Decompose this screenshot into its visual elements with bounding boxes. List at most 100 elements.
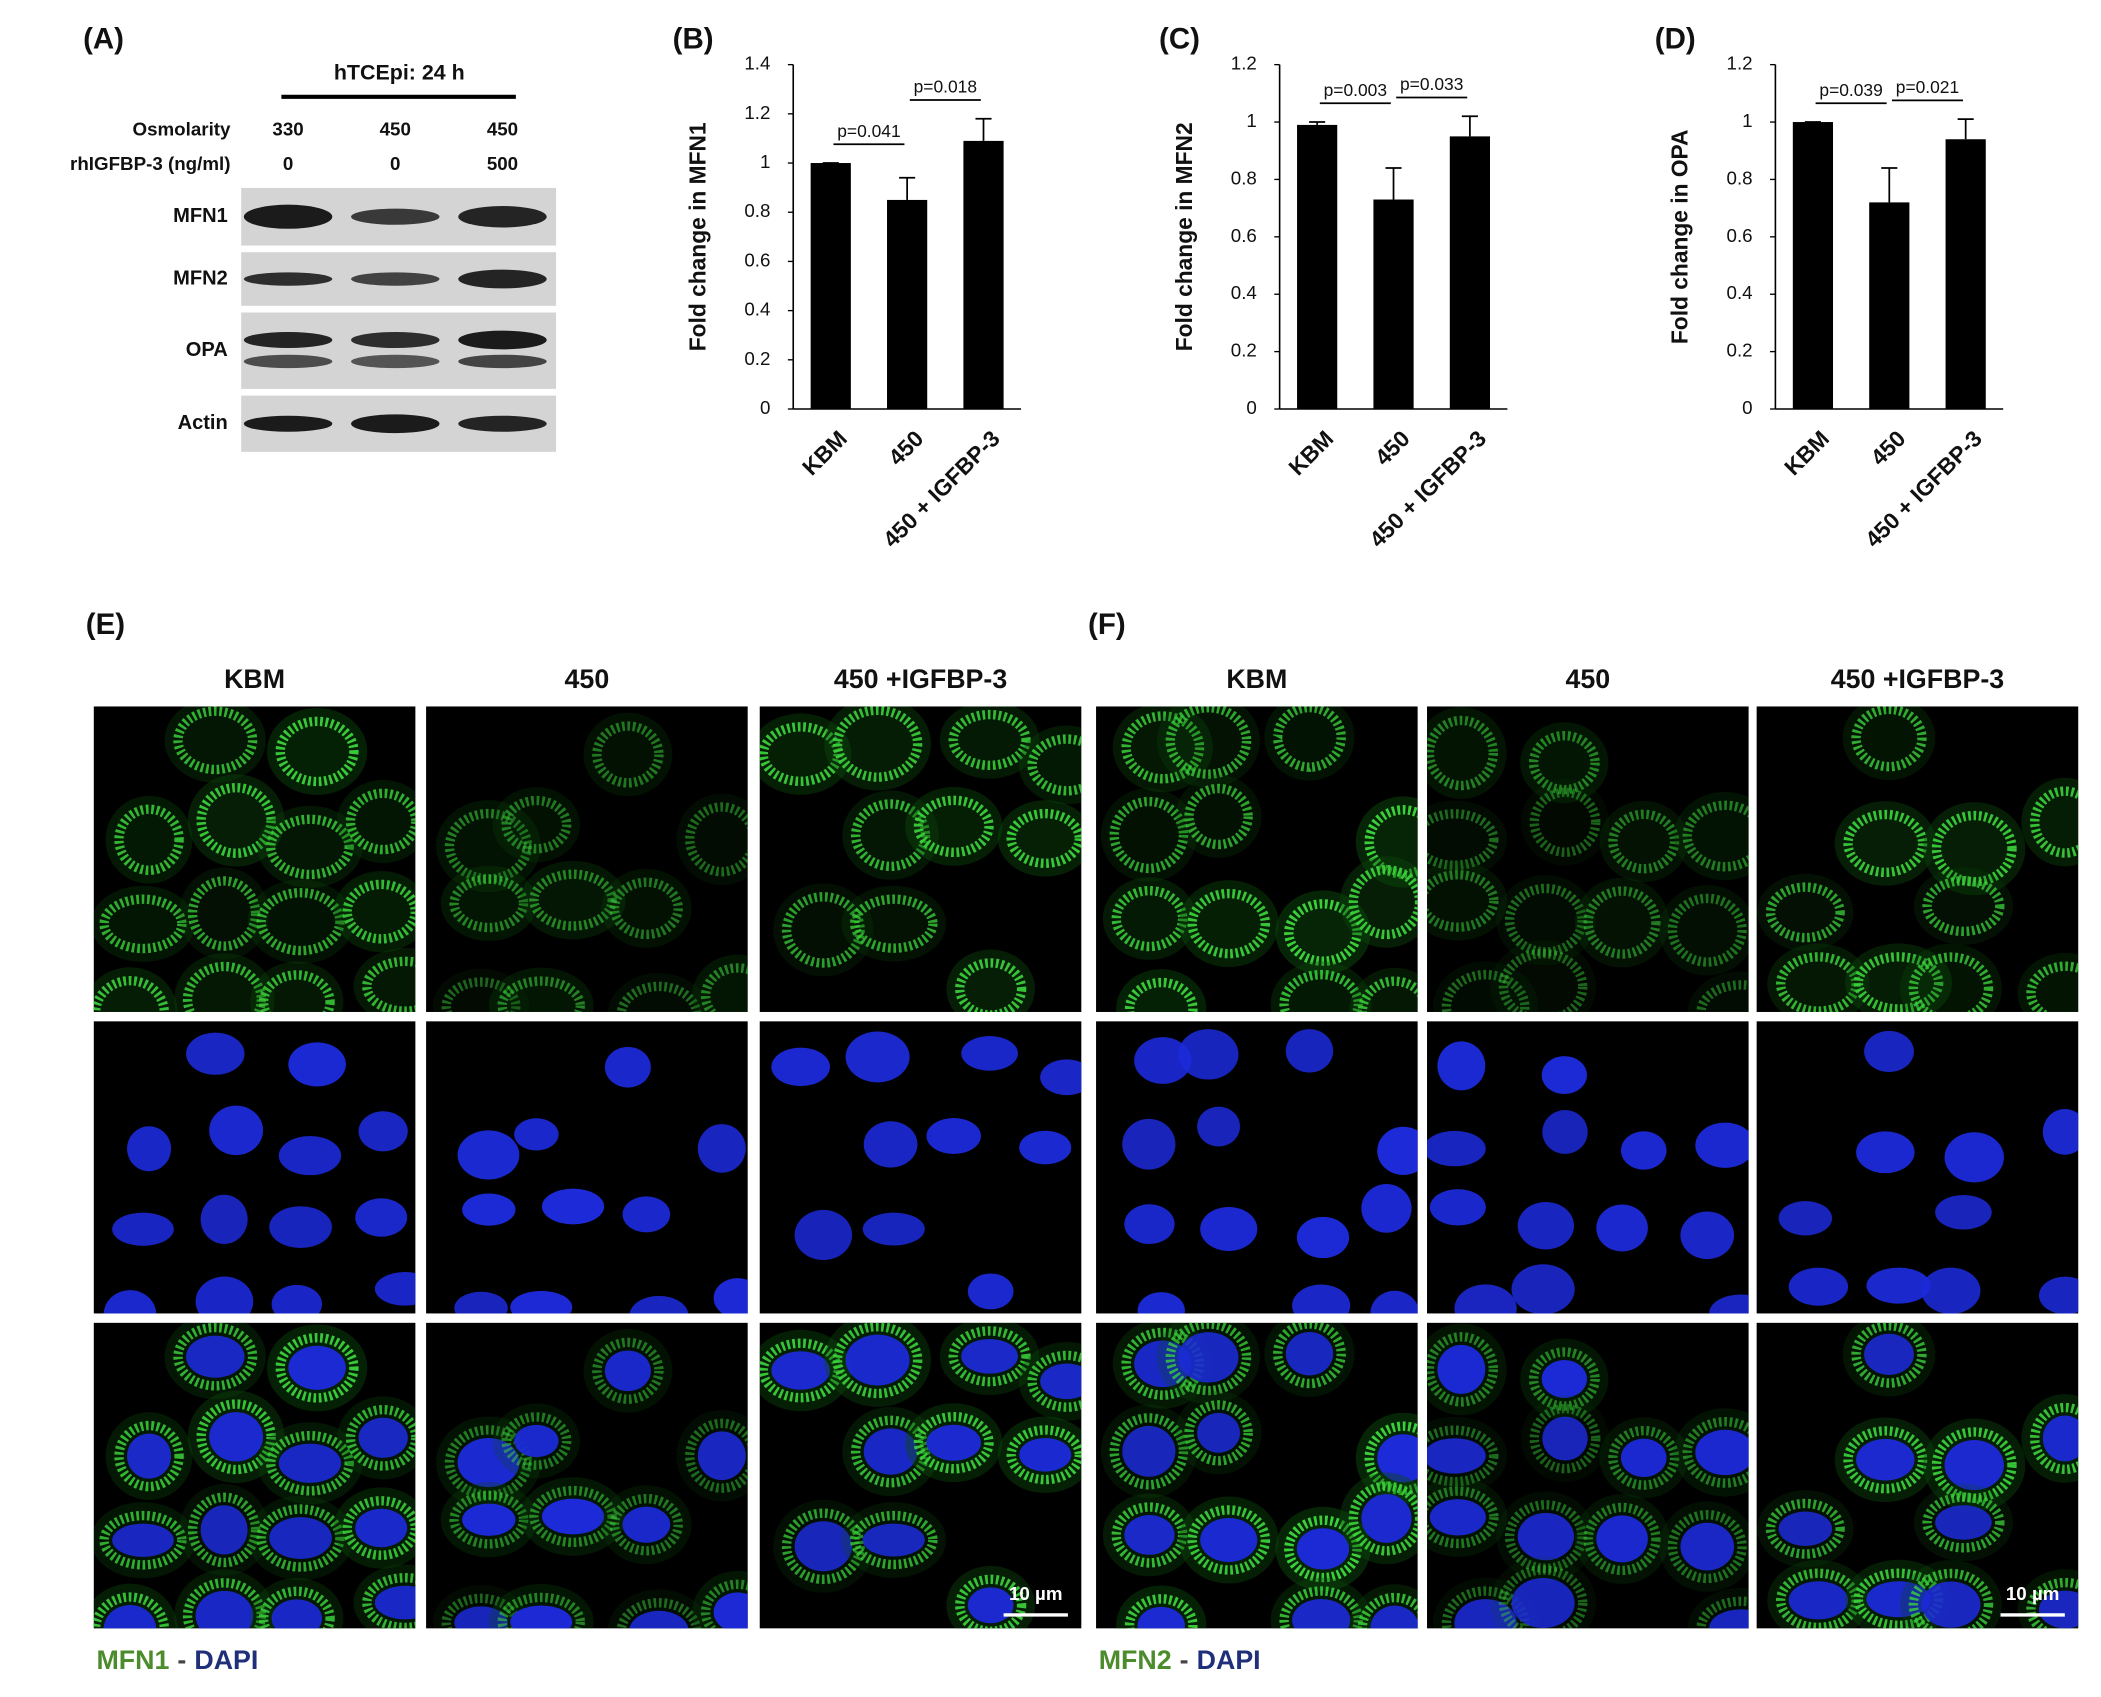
cells	[771, 1031, 1082, 1310]
mitochondria	[444, 1425, 533, 1500]
nucleus	[1178, 1029, 1239, 1080]
micrograph	[1756, 1021, 2079, 1314]
nucleus	[1429, 1499, 1486, 1536]
mitochondria	[849, 1510, 938, 1570]
nucleus	[1122, 1118, 1176, 1170]
blot-band	[458, 354, 547, 369]
mitochondria	[616, 1598, 702, 1629]
nucleus	[1292, 1284, 1351, 1314]
nucleus	[1511, 1264, 1575, 1314]
nucleus	[697, 1431, 746, 1481]
nucleus	[374, 1585, 416, 1620]
mitochondria	[1851, 706, 1927, 772]
blot-band	[458, 415, 547, 432]
mitochondria	[955, 958, 1027, 1012]
nucleus	[269, 1206, 332, 1249]
blot-label: MFN2	[173, 267, 228, 289]
nucleus	[195, 1590, 254, 1629]
micrograph	[93, 706, 416, 1012]
cells	[93, 1322, 416, 1629]
panel-label: (C)	[1159, 22, 1200, 55]
nucleus	[794, 1209, 853, 1261]
mitochondria	[266, 1430, 354, 1496]
y-tick-label: 0.8	[1727, 167, 1753, 188]
nucleus	[1542, 1110, 1588, 1154]
bar-chart: (C) Fold change in MFN2 0 0.2 0.4 0.6 0.8 1 1.2 K…	[1159, 22, 1508, 552]
column-header: 450 +IGFBP-3	[1831, 664, 2004, 694]
cells	[1122, 1029, 1418, 1314]
mitochondria	[913, 795, 994, 858]
condition-name: rhIGFBP-3 (ng/ml)	[70, 153, 230, 174]
mitochondria	[256, 1504, 345, 1572]
nucleus	[1427, 1130, 1486, 1167]
cytoplasm-glow	[174, 953, 275, 1012]
mitochondria	[1908, 952, 1994, 1012]
mitochondria	[1528, 1347, 1600, 1411]
mitochondria	[362, 1573, 416, 1629]
nucleus	[1856, 1131, 1915, 1174]
mitochondria	[1284, 899, 1362, 966]
mitochondria	[609, 877, 683, 940]
mitochondria	[1583, 1502, 1661, 1576]
mitochondria	[187, 1492, 261, 1568]
cells	[1427, 707, 1749, 1012]
nucleus	[629, 1610, 689, 1629]
cytoplasm-glow	[1348, 967, 1418, 1012]
mitochondria	[173, 1322, 258, 1391]
nucleus	[1377, 1434, 1418, 1483]
mitochondria	[173, 706, 258, 775]
nucleus	[1680, 1522, 1735, 1571]
nucleus	[271, 1599, 323, 1629]
cytoplasm-glow	[1427, 861, 1508, 941]
x-tick-label: 450	[1369, 425, 1414, 470]
nucleus	[1517, 1201, 1575, 1250]
nucleus	[112, 1523, 174, 1557]
nucleus	[2042, 1109, 2079, 1155]
nucleus	[1709, 1609, 1749, 1629]
nucleus	[462, 1193, 516, 1226]
nucleus	[604, 1350, 651, 1392]
scale-bar-label: 10 µm	[2006, 1583, 2060, 1604]
mitochondria	[1348, 864, 1418, 940]
nucleus	[1542, 1416, 1588, 1461]
cells	[454, 1046, 748, 1314]
mitochondria	[1109, 796, 1189, 874]
bar	[963, 140, 1004, 410]
condition-value: 330	[272, 118, 303, 139]
column-header: 450	[565, 664, 610, 694]
cytoplasm-glow	[1520, 778, 1610, 866]
column-header: KBM	[1226, 664, 1287, 694]
nucleus	[510, 1290, 573, 1314]
nucleus	[1596, 1204, 1648, 1252]
y-tick-label: 1.2	[744, 102, 770, 123]
nucleus	[1137, 1292, 1185, 1314]
nucleus	[961, 1036, 1018, 1071]
mitochondria	[362, 956, 416, 1012]
cytoplasm-glow	[337, 779, 416, 863]
cytoplasm-glow	[2021, 777, 2079, 867]
nucleus	[1427, 1438, 1486, 1474]
mitochondria	[444, 808, 533, 884]
mitochondria	[99, 1510, 187, 1570]
bar	[1792, 122, 1834, 410]
x-tick-label: 450	[883, 425, 928, 470]
micrograph	[426, 706, 748, 1012]
condition-value: 450	[380, 118, 411, 139]
nucleus	[1695, 1429, 1749, 1476]
cells	[432, 1329, 748, 1629]
nucleus	[1695, 1122, 1749, 1168]
nucleus	[288, 1345, 346, 1390]
nucleus	[1680, 1211, 1735, 1260]
nucleus	[1361, 1184, 1412, 1233]
y-tick-label: 0	[1246, 397, 1256, 418]
condition-value: 450	[487, 118, 518, 139]
mitochondria	[1124, 977, 1198, 1012]
bar	[810, 163, 851, 410]
bar	[887, 199, 928, 410]
mitochondria	[1006, 1425, 1082, 1485]
nucleus	[288, 1042, 346, 1087]
mitochondria	[1696, 1596, 1749, 1629]
y-tick-label: 0.8	[744, 200, 770, 221]
nucleus	[1788, 1267, 1849, 1306]
y-tick-label: 1.2	[1727, 53, 1753, 74]
